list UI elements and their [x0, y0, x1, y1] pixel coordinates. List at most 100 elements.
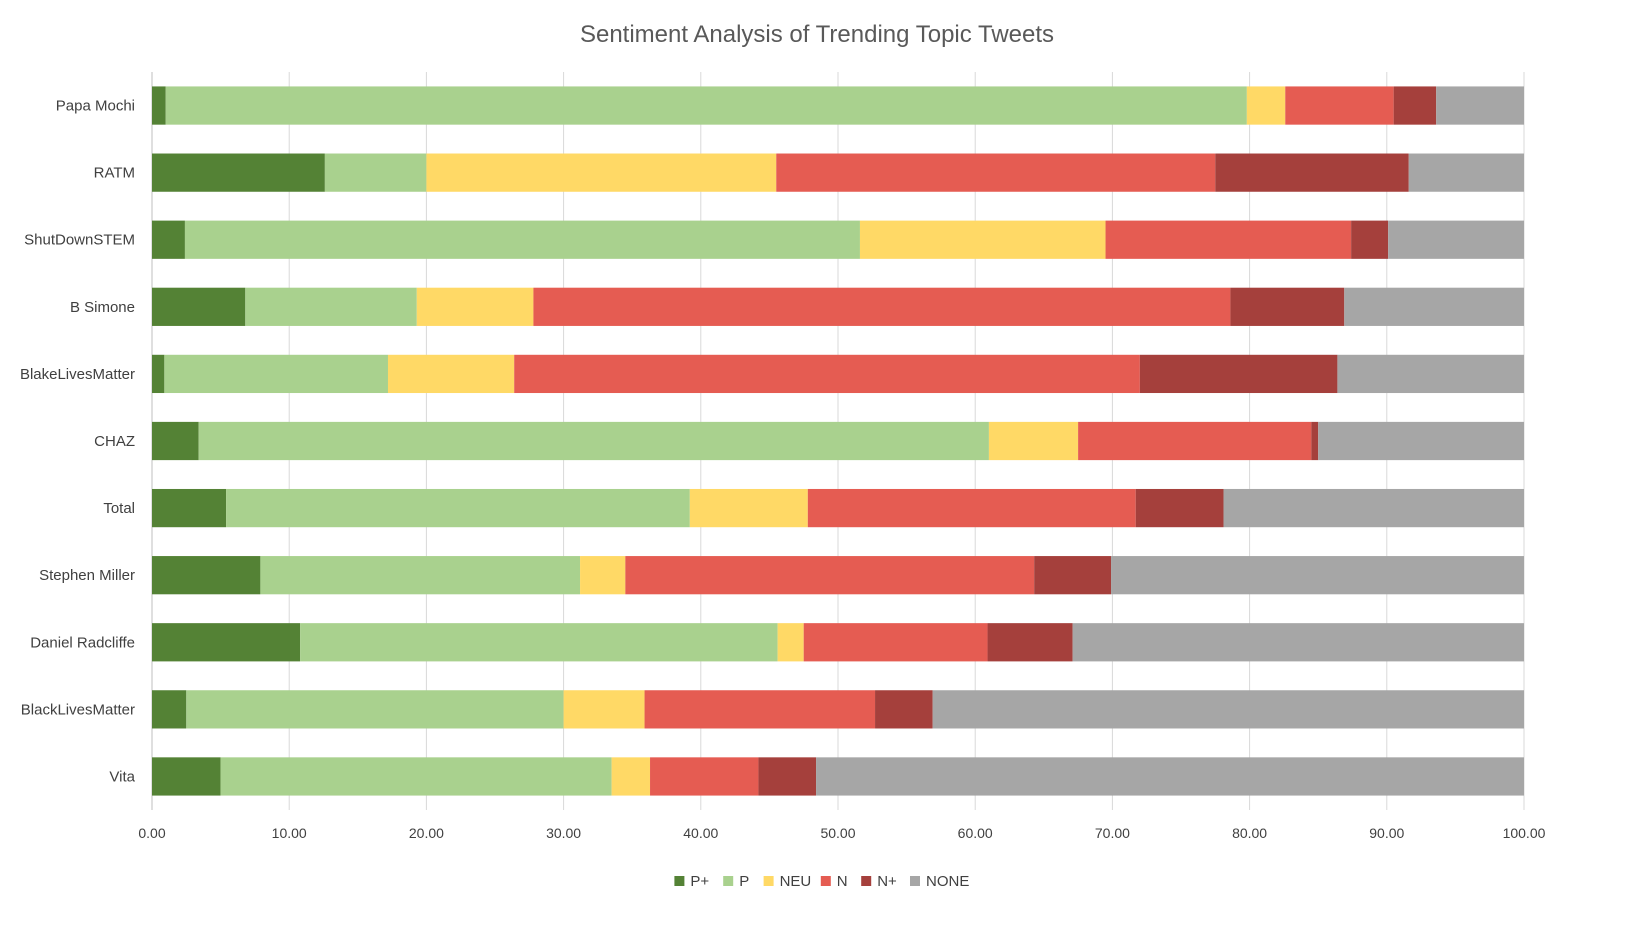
legend-swatch — [820, 876, 831, 886]
bar-segment — [1139, 354, 1338, 394]
bar-segment — [611, 757, 651, 796]
category-label: Papa Mochi — [56, 98, 135, 115]
bar-segment — [184, 220, 860, 259]
bar-segment — [300, 623, 778, 662]
bar-segment — [1318, 421, 1524, 461]
bar-segment — [1311, 421, 1319, 461]
bar-segment — [1337, 354, 1524, 394]
x-tick-label: 60.00 — [958, 825, 993, 841]
legend-swatch — [861, 876, 872, 886]
x-tick-label: 30.00 — [546, 825, 581, 841]
chart-title: Sentiment Analysis of Trending Topic Twe… — [580, 21, 1054, 48]
bar-segment — [1078, 421, 1312, 461]
bar-segment — [152, 86, 166, 125]
category-label: Vita — [109, 768, 135, 785]
bar-segment — [416, 287, 534, 326]
bar-segment — [689, 488, 808, 528]
x-tick-label: 50.00 — [820, 825, 855, 841]
bar-segment — [563, 690, 645, 729]
bar-segment — [152, 220, 185, 259]
legend-swatch — [910, 876, 920, 886]
bar-segment — [1223, 488, 1524, 528]
bar-segment — [152, 421, 199, 461]
legend: P+ P NEU N N+ NONE — [674, 873, 969, 890]
bar-segment — [226, 488, 690, 528]
bar-segment — [1408, 153, 1524, 192]
bar-segment — [644, 690, 876, 729]
bars — [152, 86, 1524, 796]
category-label: Daniel Radcliffe — [30, 634, 135, 651]
bar-segment — [758, 757, 817, 796]
category-label: Total — [103, 500, 135, 517]
bar-segment — [165, 86, 1247, 125]
legend-label: N — [837, 873, 848, 890]
category-label: B Simone — [70, 299, 135, 316]
bar-segment — [152, 690, 187, 729]
bar-segment — [1215, 153, 1409, 192]
bar-segment — [198, 421, 989, 461]
bar-segment — [152, 556, 261, 595]
bar-segment — [245, 287, 417, 326]
x-tick-label: 10.00 — [272, 825, 307, 841]
x-tick-label: 0.00 — [138, 825, 165, 841]
bar-segment — [816, 757, 1524, 796]
legend-label: NEU — [780, 873, 812, 890]
bar-segment — [1436, 86, 1524, 125]
bar-segment — [988, 421, 1079, 461]
bar-segment — [324, 153, 427, 192]
bar-segment — [1034, 556, 1112, 595]
x-tick-label: 70.00 — [1095, 825, 1130, 841]
legend-label: P — [739, 873, 749, 890]
category-labels: Papa Mochi RATM ShutDownSTEM B Simone BlakeL… — [20, 98, 136, 786]
bar-segment — [625, 556, 1035, 595]
bar-segment — [152, 354, 165, 394]
legend-swatch — [674, 876, 685, 886]
bar-segment — [1111, 556, 1524, 595]
category-label: ShutDownSTEM — [24, 232, 135, 249]
bar-segment — [803, 623, 988, 662]
bar-segment — [1230, 287, 1345, 326]
bar-segment — [1344, 287, 1524, 326]
legend-label: P+ — [690, 873, 709, 890]
category-label: RATM — [94, 165, 135, 182]
bar-segment — [220, 757, 612, 796]
bar-segment — [164, 354, 388, 394]
bar-segment — [186, 690, 564, 729]
bar-segment — [1072, 623, 1524, 662]
bar-segment — [533, 287, 1231, 326]
bar-segment — [1351, 220, 1389, 259]
x-tick-label: 80.00 — [1232, 825, 1267, 841]
legend-label: N+ — [877, 873, 897, 890]
bar-segment — [152, 623, 301, 662]
bar-segment — [859, 220, 1106, 259]
bar-segment — [152, 757, 221, 796]
x-tick-label: 100.00 — [1503, 825, 1546, 841]
bar-segment — [932, 690, 1524, 729]
bar-segment — [426, 153, 777, 192]
bar-segment — [152, 488, 227, 528]
bar-segment — [987, 623, 1073, 662]
bar-segment — [580, 556, 626, 595]
bar-segment — [807, 488, 1136, 528]
legend-label: NONE — [926, 873, 969, 890]
category-label: Stephen Miller — [39, 567, 135, 584]
category-label: BlackLivesMatter — [21, 701, 135, 718]
bar-segment — [514, 354, 1140, 394]
bar-segment — [1388, 220, 1524, 259]
category-label: BlakeLivesMatter — [20, 366, 135, 383]
bar-segment — [1246, 86, 1286, 125]
bar-segment — [152, 287, 246, 326]
bar-segment — [387, 354, 515, 394]
x-tick-label: 40.00 — [683, 825, 718, 841]
bar-segment — [650, 757, 759, 796]
x-axis-tick-labels: 0.00 10.00 20.00 30.00 40.00 50.00 60.00 70.00 8… — [138, 825, 1545, 841]
bar-segment — [260, 556, 581, 595]
category-label: CHAZ — [94, 433, 135, 450]
bar-segment — [776, 153, 1216, 192]
x-tick-label: 90.00 — [1369, 825, 1404, 841]
bar-segment — [1393, 86, 1437, 125]
bar-segment — [152, 153, 325, 192]
bar-segment — [777, 623, 804, 662]
